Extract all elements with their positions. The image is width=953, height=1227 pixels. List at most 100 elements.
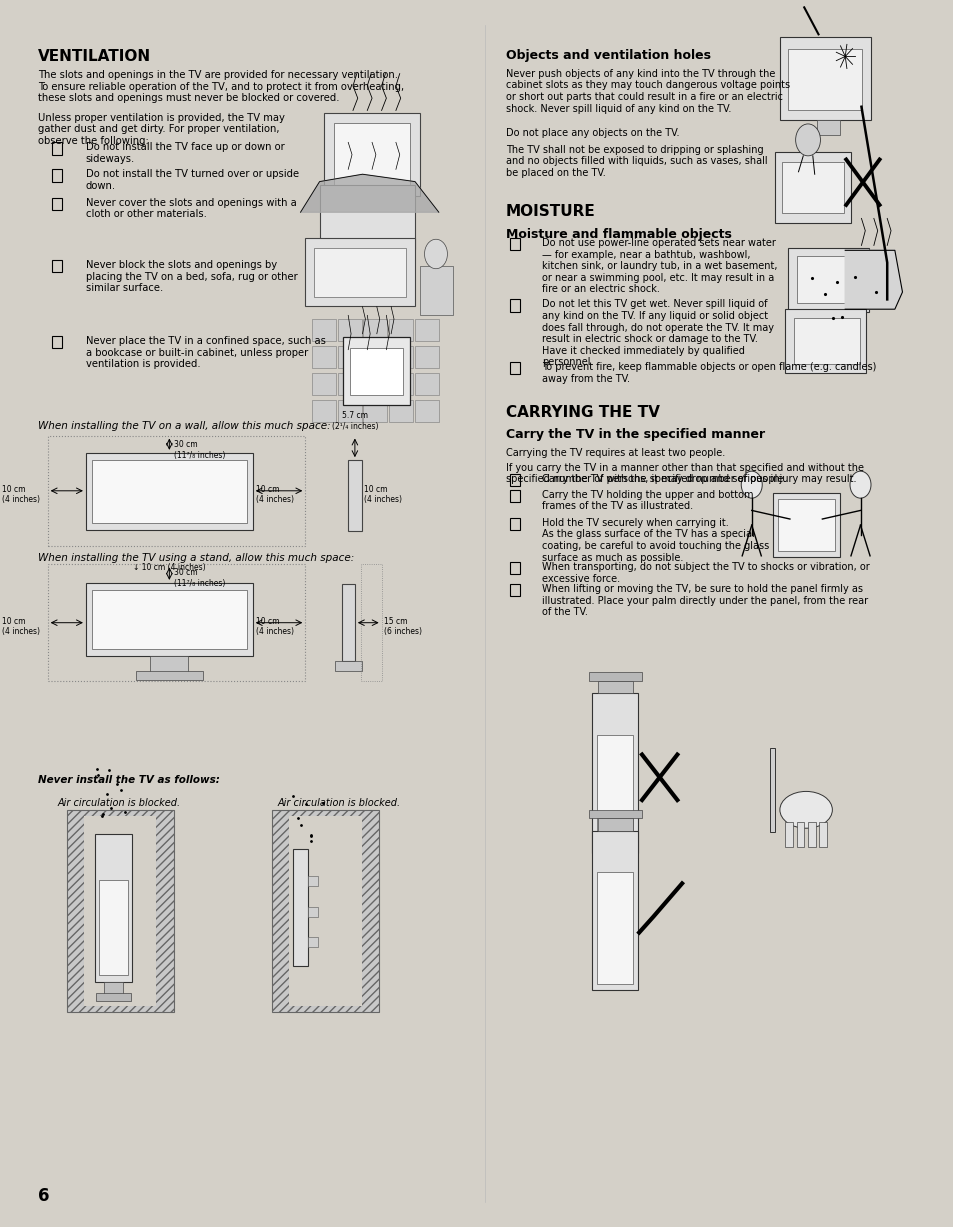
Bar xyxy=(389,373,413,395)
Bar xyxy=(312,319,335,341)
Bar xyxy=(597,872,633,984)
Bar xyxy=(787,49,862,110)
Bar xyxy=(52,169,62,182)
Bar xyxy=(96,993,131,1001)
Bar xyxy=(415,346,438,368)
Text: The TV shall not be exposed to dripping or splashing
and no objects filled with : The TV shall not be exposed to dripping … xyxy=(505,145,766,178)
Bar xyxy=(774,152,850,223)
Bar xyxy=(312,400,335,422)
Text: Moisture and flammable objects: Moisture and flammable objects xyxy=(505,228,731,242)
Text: 15 cm
(6 inches): 15 cm (6 inches) xyxy=(384,616,422,636)
Text: Objects and ventilation holes: Objects and ventilation holes xyxy=(505,49,710,63)
Bar xyxy=(510,299,519,312)
Bar xyxy=(510,238,519,250)
Ellipse shape xyxy=(779,791,831,828)
Bar xyxy=(334,123,410,187)
Circle shape xyxy=(849,471,870,498)
Text: When installing the TV on a wall, allow this much space:: When installing the TV on a wall, allow … xyxy=(38,421,331,431)
Bar xyxy=(592,831,638,990)
Bar xyxy=(787,248,868,312)
Bar xyxy=(510,362,519,374)
Text: 30 cm
(11⁷/₈ inches): 30 cm (11⁷/₈ inches) xyxy=(173,568,225,588)
Bar xyxy=(415,400,438,422)
Bar xyxy=(510,584,519,596)
Text: Air circulation is blocked.: Air circulation is blocked. xyxy=(276,798,400,807)
Bar xyxy=(48,436,305,546)
Bar xyxy=(314,248,406,297)
Bar xyxy=(592,693,638,853)
Bar xyxy=(784,822,792,847)
Text: ↓ 10 cm (4 inches): ↓ 10 cm (4 inches) xyxy=(132,563,206,572)
Text: 10 cm
(4 inches): 10 cm (4 inches) xyxy=(2,616,40,636)
Bar xyxy=(363,400,387,422)
Polygon shape xyxy=(300,174,438,212)
Bar xyxy=(52,198,62,210)
Bar xyxy=(324,113,419,196)
Bar xyxy=(308,907,317,917)
Text: Never push objects of any kind into the TV through the
cabinet slots as they may: Never push objects of any kind into the … xyxy=(505,69,789,114)
Bar xyxy=(769,748,774,832)
Bar xyxy=(510,562,519,574)
Text: Do not let this TV get wet. Never spill liquid of
any kind on the TV. If any liq: Do not let this TV get wet. Never spill … xyxy=(541,299,773,367)
Bar xyxy=(135,671,202,680)
Text: Never place the TV in a confined space, such as
a bookcase or built-in cabinet, : Never place the TV in a confined space, … xyxy=(86,336,325,369)
Text: When installing the TV using a stand, allow this much space:: When installing the TV using a stand, al… xyxy=(38,553,354,563)
Bar xyxy=(308,876,317,886)
Text: 10 cm
(4 inches): 10 cm (4 inches) xyxy=(255,485,294,504)
Bar xyxy=(807,822,815,847)
Text: Do not place any objects on the TV.: Do not place any objects on the TV. xyxy=(505,128,679,137)
Text: When transporting, do not subject the TV to shocks or vibration, or
excessive fo: When transporting, do not subject the TV… xyxy=(541,562,869,584)
Bar xyxy=(389,319,413,341)
Bar xyxy=(816,120,839,135)
Bar xyxy=(104,982,123,994)
Text: Hold the TV securely when carrying it.
As the glass surface of the TV has a spec: Hold the TV securely when carrying it. A… xyxy=(541,518,768,563)
Bar xyxy=(305,238,415,306)
Bar xyxy=(337,319,361,341)
Bar xyxy=(67,810,173,1012)
Bar xyxy=(308,937,317,947)
Bar xyxy=(337,373,361,395)
Bar xyxy=(415,319,438,341)
Bar xyxy=(350,348,402,395)
Text: MOISTURE: MOISTURE xyxy=(505,204,595,218)
Text: 10 cm
(4 inches): 10 cm (4 inches) xyxy=(2,485,40,504)
Text: Carry the TV in the specified manner: Carry the TV in the specified manner xyxy=(505,428,764,442)
Bar xyxy=(588,810,641,818)
Bar xyxy=(52,336,62,348)
Bar xyxy=(784,309,865,373)
Text: If you carry the TV in a manner other than that specified and without the
specif: If you carry the TV in a manner other th… xyxy=(505,463,862,485)
Bar xyxy=(389,400,413,422)
Text: The slots and openings in the TV are provided for necessary ventilation.
To ensu: The slots and openings in the TV are pro… xyxy=(38,70,404,103)
Bar xyxy=(293,849,308,966)
Bar xyxy=(363,319,387,341)
Bar xyxy=(337,346,361,368)
Text: 30 cm
(11⁷/₈ inches): 30 cm (11⁷/₈ inches) xyxy=(173,440,225,460)
Bar xyxy=(48,564,305,681)
Bar xyxy=(95,834,132,982)
Bar xyxy=(510,490,519,502)
Bar xyxy=(796,256,862,303)
Text: Air circulation is blocked.: Air circulation is blocked. xyxy=(57,798,181,807)
Bar xyxy=(91,460,247,523)
Text: Never install the TV as follows:: Never install the TV as follows: xyxy=(38,775,220,785)
Bar xyxy=(419,266,453,315)
Bar xyxy=(99,880,128,975)
Text: CARRYING THE TV: CARRYING THE TV xyxy=(505,405,659,420)
Bar xyxy=(510,518,519,530)
Bar xyxy=(335,661,361,671)
Bar xyxy=(312,373,335,395)
Text: 10 cm
(4 inches): 10 cm (4 inches) xyxy=(255,616,294,636)
Polygon shape xyxy=(844,250,902,309)
Text: Carrying the TV requires at least two people.: Carrying the TV requires at least two pe… xyxy=(505,448,724,458)
Bar xyxy=(598,818,632,831)
Circle shape xyxy=(740,471,761,498)
Bar xyxy=(597,735,633,847)
Bar xyxy=(343,337,410,405)
Bar xyxy=(598,681,632,693)
Bar xyxy=(362,196,391,212)
Text: Never block the slots and openings by
placing the TV on a bed, sofa, rug or othe: Never block the slots and openings by pl… xyxy=(86,260,297,293)
Bar xyxy=(819,822,826,847)
Text: Carry the TV holding the upper and bottom
frames of the TV as illustrated.: Carry the TV holding the upper and botto… xyxy=(541,490,753,512)
Bar xyxy=(52,260,62,272)
Text: Do not use power-line operated sets near water
— for example, near a bathtub, wa: Do not use power-line operated sets near… xyxy=(541,238,777,294)
